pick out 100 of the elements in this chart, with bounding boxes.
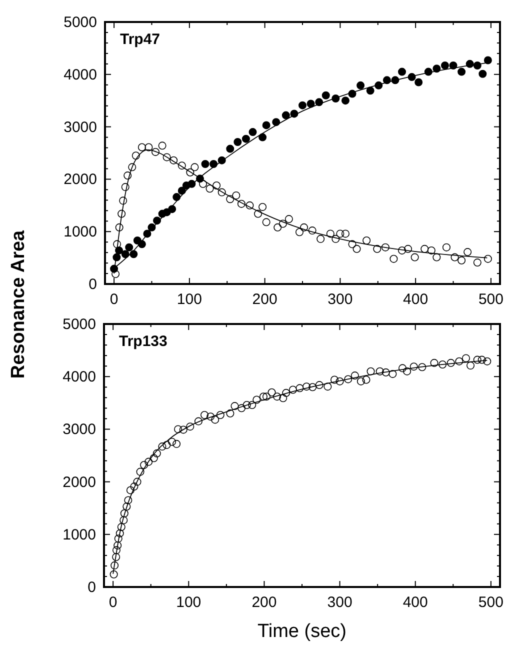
point xyxy=(282,111,290,120)
point xyxy=(113,240,122,248)
x-tick-label: 300 xyxy=(327,594,352,611)
point xyxy=(484,56,492,64)
point xyxy=(210,160,218,168)
point xyxy=(390,254,398,263)
point xyxy=(374,81,383,90)
point xyxy=(144,143,153,152)
point xyxy=(188,180,196,188)
point xyxy=(248,128,257,136)
point xyxy=(132,152,140,160)
point xyxy=(341,96,350,105)
y-tick-label: 5000 xyxy=(64,14,97,31)
point xyxy=(316,234,325,243)
point xyxy=(449,61,458,70)
point xyxy=(458,68,466,76)
y-tick-label: 4000 xyxy=(64,66,97,84)
point xyxy=(143,230,152,238)
point xyxy=(246,201,254,210)
point xyxy=(124,172,132,180)
point xyxy=(112,270,120,278)
point xyxy=(138,143,146,152)
point xyxy=(315,98,324,106)
point xyxy=(121,183,130,192)
point xyxy=(478,70,487,78)
y-axis-title: Resonance Area xyxy=(8,230,29,379)
point xyxy=(300,223,308,232)
y-tick-label: 2000 xyxy=(62,474,96,491)
point xyxy=(373,244,382,253)
point xyxy=(186,168,194,176)
point xyxy=(432,64,441,73)
point xyxy=(170,156,178,164)
point xyxy=(125,243,134,252)
point xyxy=(458,256,466,264)
y-tick-label: 4000 xyxy=(62,368,96,386)
point xyxy=(295,228,304,236)
point xyxy=(398,246,406,254)
point xyxy=(473,258,482,267)
x-tick-label: 400 xyxy=(403,291,428,308)
y-tick-label: 2000 xyxy=(64,171,97,188)
point xyxy=(298,101,306,110)
point xyxy=(237,200,246,208)
point xyxy=(206,184,214,193)
point xyxy=(196,174,204,183)
point xyxy=(404,244,412,253)
point xyxy=(226,144,234,153)
point xyxy=(119,196,128,205)
point xyxy=(336,230,344,238)
x-tick-label: 100 xyxy=(176,291,202,308)
point xyxy=(381,243,390,252)
point xyxy=(128,163,136,172)
x-tick-label: 200 xyxy=(252,594,277,611)
point xyxy=(168,205,176,214)
y-tick-label: 3000 xyxy=(64,118,97,136)
x-tick-label: 0 xyxy=(110,291,118,308)
point xyxy=(362,236,371,245)
point xyxy=(414,78,423,86)
point xyxy=(262,218,270,226)
point xyxy=(112,253,121,262)
y-tick-label: 3000 xyxy=(62,421,96,438)
x-tick-label: 500 xyxy=(478,594,504,611)
point xyxy=(234,138,242,146)
point xyxy=(130,250,138,258)
point xyxy=(258,202,267,211)
point xyxy=(348,240,356,248)
point xyxy=(356,81,365,90)
point xyxy=(424,68,432,76)
point xyxy=(262,121,270,130)
point xyxy=(242,134,250,143)
point xyxy=(272,118,280,126)
point xyxy=(115,246,124,254)
point xyxy=(352,244,361,253)
point xyxy=(212,181,221,190)
x-tick-label: 400 xyxy=(402,594,428,611)
point xyxy=(148,223,156,232)
x-tick-label: 200 xyxy=(252,291,278,308)
point xyxy=(341,230,350,238)
y-tick-label: 0 xyxy=(88,579,96,596)
point xyxy=(178,162,186,170)
point xyxy=(178,186,186,195)
y-tick-label: 1000 xyxy=(64,224,97,241)
point xyxy=(198,180,207,188)
point xyxy=(466,60,474,68)
point xyxy=(427,246,436,254)
point xyxy=(258,133,267,142)
point xyxy=(162,153,171,162)
point xyxy=(172,193,181,202)
point xyxy=(306,100,315,108)
point xyxy=(226,195,234,204)
point xyxy=(115,223,124,232)
point xyxy=(218,156,226,164)
point xyxy=(121,250,130,258)
x-tick-label: 500 xyxy=(478,291,504,308)
point xyxy=(322,91,330,100)
point xyxy=(408,73,416,82)
point xyxy=(398,68,406,76)
point xyxy=(450,253,459,262)
point xyxy=(278,220,287,228)
point xyxy=(232,191,240,200)
point xyxy=(274,223,282,232)
